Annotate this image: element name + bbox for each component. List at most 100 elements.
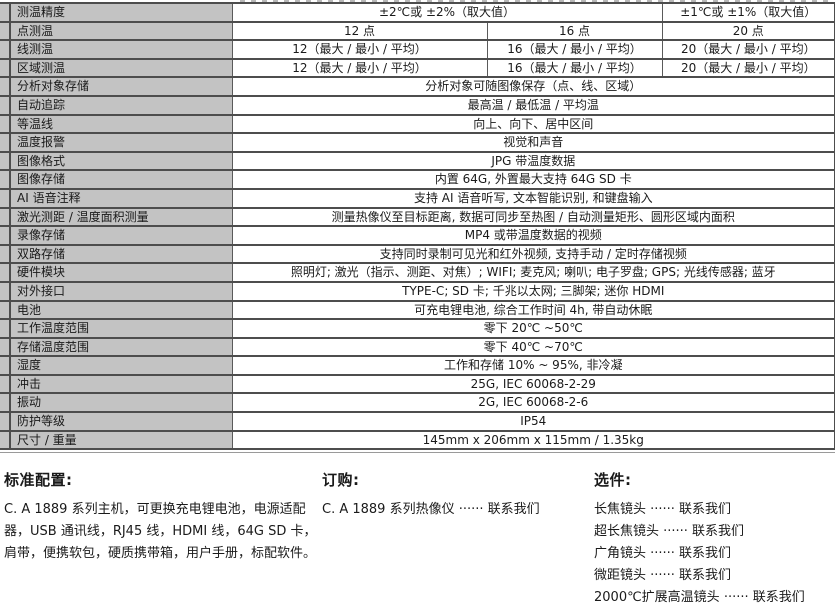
spec-value: 12 点 [231, 20, 488, 42]
spec-label: 激光测距 / 温度面积测量 [0, 206, 233, 228]
spec-label: 分析对象存储 [0, 76, 233, 97]
spec-value: 12（最大 / 最小 / 平均） [231, 57, 488, 79]
catalog-line: 广角镜头 ······ 联系我们 [594, 546, 732, 561]
spec-value: 照明灯; 激光（指示、测距、对焦）; WIFI; 麦克风; 喇叭; 电子罗盘; … [231, 262, 835, 283]
spec-row: 图像格式 JPG 带温度数据 [0, 150, 835, 172]
spec-row: 硬件模块 照明灯; 激光（指示、测距、对焦）; WIFI; 麦克风; 喇叭; 电子… [0, 262, 835, 283]
spec-label: 硬件模块 [0, 262, 233, 283]
spec-row: 分析对象存储 分析对象可随图像保存（点、线、区域） [0, 76, 835, 97]
spec-value: 分析对象可随图像保存（点、线、区域） [231, 76, 835, 97]
catalog-line: 2000℃扩展高温镜头 ······ 联系我们 [594, 590, 805, 605]
spec-value: ±2℃或 ±2%（取大值） [231, 2, 663, 23]
spec-value: MP4 或带温度数据的视频 [231, 225, 835, 246]
spec-table: 测温精度 ±2℃或 ±2%（取大值） ±1℃或 ±1%（取大值） 点测温 12 点 16 … [0, 2, 835, 451]
spec-value: 20（最大 / 最小 / 平均） [661, 57, 835, 79]
catalog-line: 超长焦镜头 ······ 联系我们 [594, 524, 745, 539]
standard-config-section: 标准配置: C. A 1889 系列主机，可更换充电锂电池，电源适配器，USB … [4, 469, 318, 565]
catalog-line: 微距镜头 ······ 联系我们 [594, 568, 732, 583]
catalog-line: C. A 1889 系列热像仪 ······ 联系我们 [322, 502, 540, 517]
spec-value: TYPE-C; SD 卡; 千兆以太网; 三脚架; 迷你 HDMI [231, 280, 835, 302]
spec-value: 20 点 [661, 20, 835, 42]
spec-row: 双路存储 支持同时录制可见光和红外视频, 支持手动 / 定时存储视频 [0, 243, 835, 265]
footer-sections: 标准配置: C. A 1889 系列主机，可更换充电锂电池，电源适配器，USB … [0, 456, 835, 607]
spec-row: 尺寸 / 重量 145mm x 206mm x 115mm / 1.35kg [0, 429, 835, 451]
spec-label: 湿度 [0, 355, 233, 376]
spec-value: 视觉和声音 [231, 132, 835, 153]
spec-value: 向上、向下、居中区间 [231, 113, 835, 135]
catalog-line: 长焦镜头 ······ 联系我们 [594, 502, 732, 517]
spec-row: 湿度 工作和存储 10% ~ 95%, 非冷凝 [0, 355, 835, 376]
ordering-title: 订购: [322, 471, 360, 489]
spec-value: 支持 AI 语音听写, 文本智能识别, 和键盘输入 [231, 187, 835, 209]
spec-value: ±1℃或 ±1%（取大值） [661, 2, 835, 23]
spec-value: 工作和存储 10% ~ 95%, 非冷凝 [231, 355, 835, 376]
spec-label: 区域测温 [0, 57, 233, 79]
spec-row: 线测温 12（最大 / 最小 / 平均） 16（最大 / 最小 / 平均） 20（最大… [0, 39, 835, 60]
spec-label: 等温线 [0, 113, 233, 135]
spec-value: IP54 [231, 411, 835, 432]
spec-label: 温度报警 [0, 132, 233, 153]
spec-label: 防护等级 [0, 411, 233, 432]
spec-label: 测温精度 [0, 2, 233, 23]
spec-label: 录像存储 [0, 225, 233, 246]
spec-label: 对外接口 [0, 280, 233, 302]
spec-value: 零下 20℃ ~50℃ [231, 318, 835, 339]
spec-row: 录像存储 MP4 或带温度数据的视频 [0, 225, 835, 246]
spec-row: 对外接口 TYPE-C; SD 卡; 千兆以太网; 三脚架; 迷你 HDMI [0, 280, 835, 302]
spec-row: 振动 2G, IEC 60068-2-6 [0, 392, 835, 414]
spec-label: 自动追踪 [0, 94, 233, 116]
spec-row: 冲击 25G, IEC 60068-2-29 [0, 373, 835, 395]
standard-config-title: 标准配置: [4, 471, 73, 489]
spec-label: 振动 [0, 392, 233, 414]
spec-row: 激光测距 / 温度面积测量 测量热像仪至目标距离, 数据可同步至热图 / 自动测量… [0, 206, 835, 228]
spec-label: 工作温度范围 [0, 318, 233, 339]
spec-value: 支持同时录制可见光和红外视频, 支持手动 / 定时存储视频 [231, 243, 835, 265]
spec-row: 点测温 12 点 16 点 20 点 [0, 20, 835, 42]
spec-row: 防护等级 IP54 [0, 411, 835, 432]
spec-value: 测量热像仪至目标距离, 数据可同步至热图 / 自动测量矩形、圆形区域内面积 [231, 206, 835, 228]
spec-row: 电池 可充电锂电池, 综合工作时间 4h, 带自动休眠 [0, 299, 835, 321]
spec-label: 存储温度范围 [0, 336, 233, 358]
spec-value: JPG 带温度数据 [231, 150, 835, 172]
spec-label: 电池 [0, 299, 233, 321]
spec-table-body: 测温精度 ±2℃或 ±2%（取大值） ±1℃或 ±1%（取大值） 点测温 12 点 16 … [0, 2, 835, 451]
spec-label: AI 语音注释 [0, 187, 233, 209]
spec-value: 12（最大 / 最小 / 平均） [231, 39, 488, 60]
spec-value: 25G, IEC 60068-2-29 [231, 373, 835, 395]
spec-row: 区域测温 12（最大 / 最小 / 平均） 16（最大 / 最小 / 平均） 20（最… [0, 57, 835, 79]
spec-row: 图像存储 内置 64G, 外置最大支持 64G SD 卡 [0, 169, 835, 190]
spec-label: 双路存储 [0, 243, 233, 265]
cropped-row-remnant [240, 0, 830, 2]
spec-value: 零下 40℃ ~70℃ [231, 336, 835, 358]
spec-row: 温度报警 视觉和声音 [0, 132, 835, 153]
spec-value: 内置 64G, 外置最大支持 64G SD 卡 [231, 169, 835, 190]
spec-row: 存储温度范围 零下 40℃ ~70℃ [0, 336, 835, 358]
spec-label: 图像存储 [0, 169, 233, 190]
options-section: 选件: 长焦镜头 ······ 联系我们 超长焦镜头 ······ 联系我们 广角镜… [594, 469, 835, 607]
spec-row: 自动追踪 最高温 / 最低温 / 平均温 [0, 94, 835, 116]
spec-label: 点测温 [0, 20, 233, 42]
spec-row: 工作温度范围 零下 20℃ ~50℃ [0, 318, 835, 339]
spec-row: AI 语音注释 支持 AI 语音听写, 文本智能识别, 和键盘输入 [0, 187, 835, 209]
spec-label: 冲击 [0, 373, 233, 395]
spec-row: 等温线 向上、向下、居中区间 [0, 113, 835, 135]
spec-label: 尺寸 / 重量 [0, 429, 233, 451]
spec-value: 可充电锂电池, 综合工作时间 4h, 带自动休眠 [231, 299, 835, 321]
spec-value: 2G, IEC 60068-2-6 [231, 392, 835, 414]
spec-row: 测温精度 ±2℃或 ±2%（取大值） ±1℃或 ±1%（取大值） [0, 2, 835, 23]
standard-config-body: C. A 1889 系列主机，可更换充电锂电池，电源适配器，USB 通讯线，RJ… [4, 502, 317, 561]
ordering-lines: C. A 1889 系列热像仪 ······ 联系我们 [322, 499, 580, 521]
ordering-section: 订购: C. A 1889 系列热像仪 ······ 联系我们 [322, 469, 580, 521]
spec-value: 16（最大 / 最小 / 平均） [486, 39, 663, 60]
spec-value: 20（最大 / 最小 / 平均） [661, 39, 835, 60]
table-bottom-rule [0, 452, 835, 454]
spec-value: 16（最大 / 最小 / 平均） [486, 57, 663, 79]
options-title: 选件: [594, 471, 632, 489]
spec-label: 线测温 [0, 39, 233, 60]
options-lines: 长焦镜头 ······ 联系我们 超长焦镜头 ······ 联系我们 广角镜头 ··… [594, 499, 835, 607]
spec-value: 最高温 / 最低温 / 平均温 [231, 94, 835, 116]
spec-value: 16 点 [486, 20, 663, 42]
spec-label: 图像格式 [0, 150, 233, 172]
spec-value: 145mm x 206mm x 115mm / 1.35kg [231, 429, 835, 451]
